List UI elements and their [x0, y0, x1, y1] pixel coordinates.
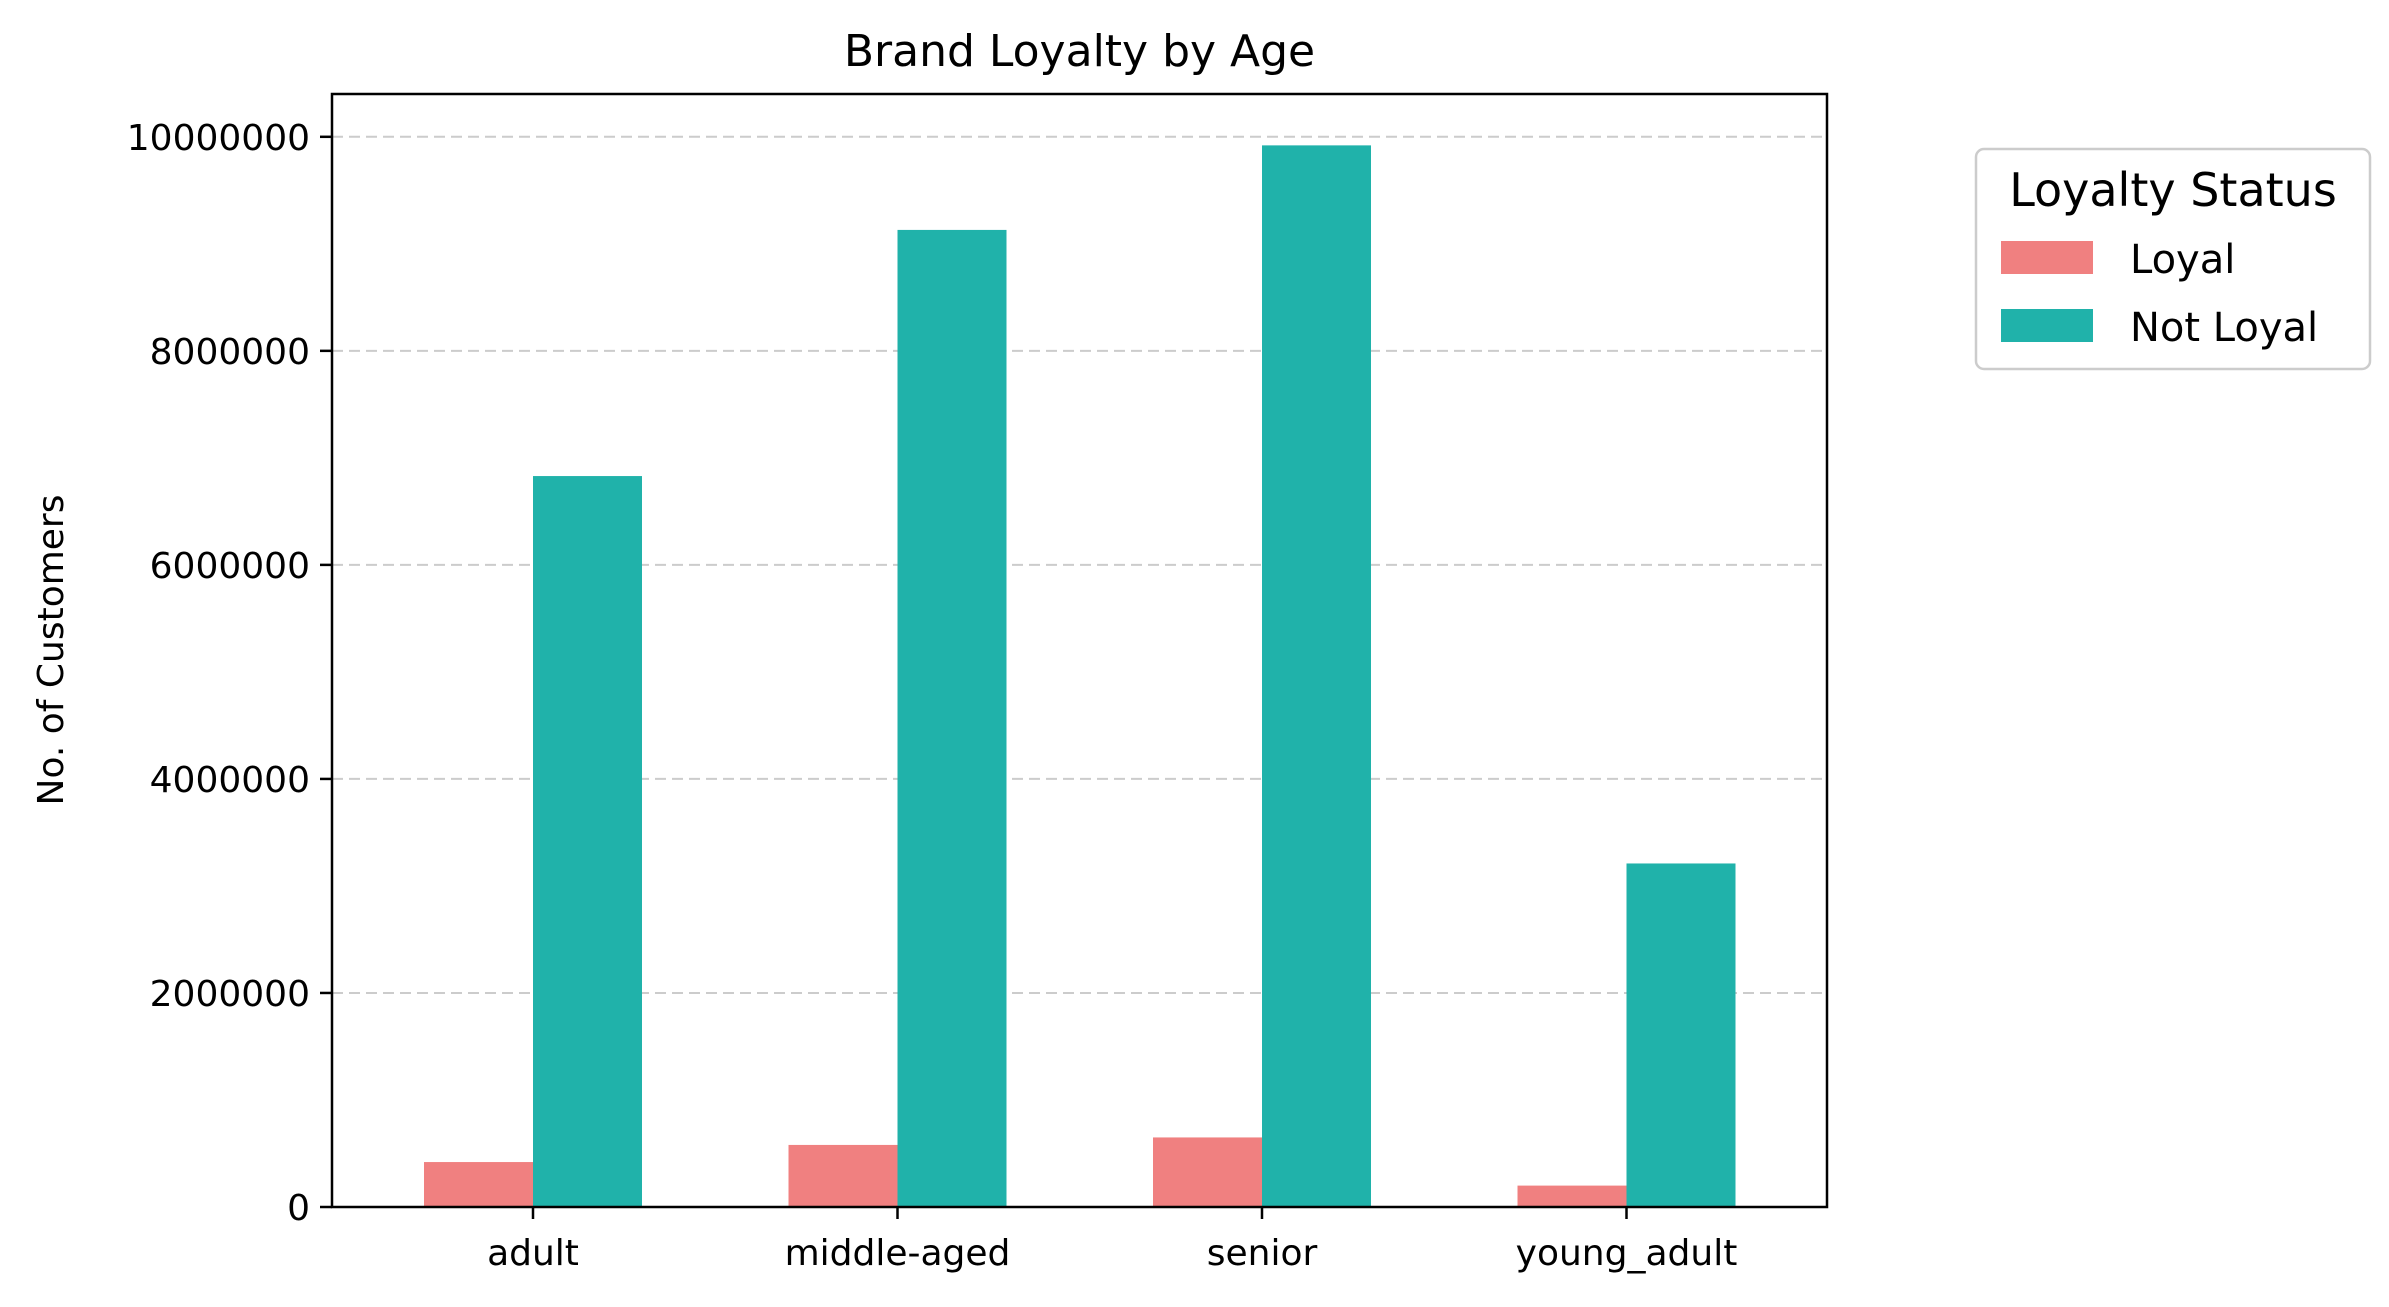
legend-title: Loyalty Status	[2009, 163, 2337, 217]
chart-title: Brand Loyalty by Age	[844, 26, 1315, 77]
y-tick-label: 4000000	[150, 760, 310, 801]
legend-swatch	[2001, 309, 2093, 342]
legend-items: Loyal Not Loyal	[2001, 237, 2318, 351]
x-axis-ticks: adult middle-aged senior young_adult	[487, 1207, 1737, 1274]
plot-area-frame	[330, 92, 1829, 1209]
legend-label: Not Loyal	[2130, 305, 2318, 351]
bar-loyal	[1517, 1185, 1627, 1207]
bars	[424, 145, 1736, 1207]
bar-loyal	[1153, 1137, 1262, 1207]
x-tick-label: adult	[487, 1233, 579, 1274]
y-axis-ticks: 0 2000000 4000000 6000000 8000000 10000000	[127, 118, 332, 1229]
y-tick-label: 0	[287, 1188, 310, 1229]
x-tick-label: senior	[1207, 1233, 1318, 1274]
legend-swatch	[2001, 241, 2093, 274]
grid-lines	[332, 135, 1827, 994]
y-tick-label: 8000000	[150, 332, 310, 373]
bar-loyal	[788, 1144, 898, 1207]
x-tick-label: young_adult	[1516, 1233, 1738, 1274]
legend-label: Loyal	[2130, 237, 2235, 283]
y-tick-label: 10000000	[127, 118, 310, 159]
bar-loyal	[424, 1162, 533, 1207]
legend: Loyalty Status Loyal Not Loyal	[1974, 147, 2372, 371]
bar-not-loyal	[1262, 145, 1371, 1207]
x-tick-label: middle-aged	[785, 1233, 1011, 1274]
bar-not-loyal	[897, 229, 1007, 1207]
y-tick-label: 2000000	[150, 974, 310, 1015]
bar-not-loyal	[1626, 863, 1736, 1207]
bar-not-loyal	[533, 476, 642, 1207]
y-tick-label: 6000000	[150, 546, 310, 587]
y-axis-label: No. of Customers	[31, 495, 72, 806]
